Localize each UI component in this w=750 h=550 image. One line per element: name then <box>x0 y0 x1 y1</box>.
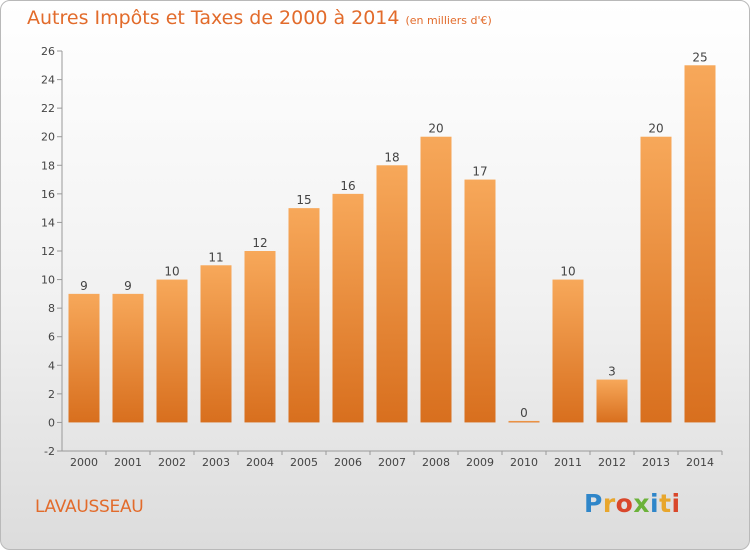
data-labels: 9 9 10 11 12 15 16 18 20 17 0 10 3 20 25 <box>80 50 707 420</box>
y-tick-label: 4 <box>48 359 55 372</box>
logo-letter: o <box>615 489 634 518</box>
bar-2014 <box>684 65 716 423</box>
x-tick-label: 2009 <box>466 456 494 469</box>
y-tick-label: 22 <box>41 102 55 115</box>
bar-2012 <box>596 379 628 423</box>
y-tick-label: 14 <box>41 216 55 229</box>
bar-2006 <box>332 193 364 423</box>
chart-unit: (en milliers d'€) <box>405 14 492 27</box>
value-label-2010: 0 <box>520 406 528 420</box>
y-tick-label: 16 <box>41 188 55 201</box>
value-label-2001: 9 <box>124 279 132 293</box>
value-label-2014: 25 <box>692 50 707 64</box>
place-name: LAVAUSSEAU <box>35 497 144 517</box>
bar-2008 <box>420 136 452 423</box>
value-label-2003: 11 <box>208 250 223 264</box>
logo-letter: x <box>633 489 650 518</box>
value-label-2006: 16 <box>340 179 355 193</box>
bar-2003 <box>200 265 232 423</box>
bar-2010 <box>508 420 540 423</box>
x-tick-label: 2006 <box>334 456 362 469</box>
x-tick-label: 2014 <box>686 456 714 469</box>
bar-2004 <box>244 251 276 423</box>
y-tick-label: 2 <box>48 388 55 401</box>
chart-title: Autres Impôts et Taxes de 2000 à 2014 (en… <box>27 7 492 29</box>
y-tick-label: 0 <box>48 416 55 429</box>
value-label-2002: 10 <box>164 265 179 279</box>
y-tick-label: 8 <box>48 302 55 315</box>
bars <box>68 65 716 423</box>
bar-2011 <box>552 279 584 423</box>
x-tick-label: 2001 <box>114 456 142 469</box>
y-tick-label: 24 <box>41 74 55 87</box>
x-tick-label: 2011 <box>554 456 582 469</box>
y-tick-label: 18 <box>41 159 55 172</box>
bar-2013 <box>640 136 672 423</box>
value-label-2012: 3 <box>608 365 616 379</box>
value-label-2009: 17 <box>472 165 487 179</box>
value-label-2004: 12 <box>252 236 267 250</box>
x-tick-label: 2008 <box>422 456 450 469</box>
x-tick-label: 2012 <box>598 456 626 469</box>
x-tick-label: 2003 <box>202 456 230 469</box>
y-tick-label: -2 <box>44 445 55 458</box>
x-tick-label: 2002 <box>158 456 186 469</box>
logo-letter: r <box>602 489 616 518</box>
y-tick-label: 20 <box>41 131 55 144</box>
x-tick-label: 2005 <box>290 456 318 469</box>
x-tick-label: 2007 <box>378 456 406 469</box>
x-tick-label: 2000 <box>70 456 98 469</box>
chart-title-text: Autres Impôts et Taxes de 2000 à 2014 <box>27 7 400 29</box>
bar-2000 <box>68 293 100 423</box>
logo-letter: t <box>659 489 672 518</box>
y-tick-label: 12 <box>41 245 55 258</box>
value-label-2000: 9 <box>80 279 88 293</box>
bar-2009 <box>464 179 496 423</box>
bar-2005 <box>288 208 320 423</box>
proxiti-logo: Proxiti <box>584 489 681 518</box>
value-label-2007: 18 <box>384 150 399 164</box>
y-tick-label: 10 <box>41 274 55 287</box>
logo-letter: P <box>584 489 603 518</box>
x-tick-label: 2010 <box>510 456 538 469</box>
value-label-2005: 15 <box>296 193 311 207</box>
logo-letter: i <box>650 489 660 518</box>
bar-2002 <box>156 279 188 423</box>
y-tick-label: 26 <box>41 45 55 58</box>
bar-2007 <box>376 165 408 423</box>
value-label-2011: 10 <box>560 265 575 279</box>
y-tick-label: 6 <box>48 331 55 344</box>
x-tick-label: 2004 <box>246 456 274 469</box>
value-label-2008: 20 <box>428 122 443 136</box>
logo-letter: i <box>671 489 681 518</box>
bar-2001 <box>112 293 144 423</box>
x-tick-label: 2013 <box>642 456 670 469</box>
value-label-2013: 20 <box>648 122 663 136</box>
